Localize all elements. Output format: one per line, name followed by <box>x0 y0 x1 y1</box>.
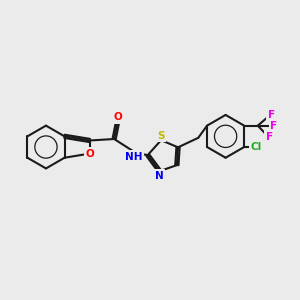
Text: F: F <box>266 132 273 142</box>
Text: O: O <box>113 112 122 122</box>
Text: S: S <box>157 131 164 141</box>
Text: Cl: Cl <box>250 142 262 152</box>
Text: F: F <box>268 110 275 120</box>
Text: N: N <box>155 171 164 181</box>
Text: NH: NH <box>125 152 143 162</box>
Text: O: O <box>85 148 94 159</box>
Text: F: F <box>270 121 278 130</box>
